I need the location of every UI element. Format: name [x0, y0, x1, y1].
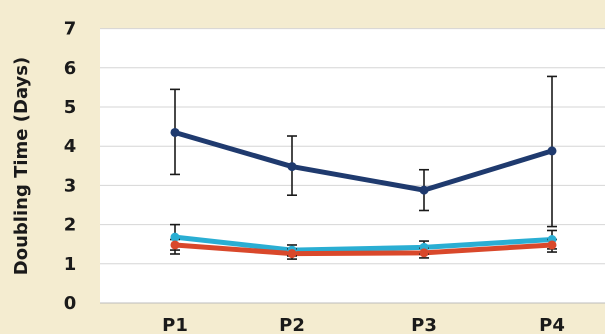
y-tick-label: 7	[64, 19, 77, 40]
y-tick-labels: 0 1 2 3 4 5 6 7	[64, 19, 77, 314]
y-tick-label: 3	[64, 175, 77, 196]
x-tick-labels: P1 P2 P3 P4	[162, 315, 565, 334]
data-points	[170, 127, 557, 259]
series-lines	[172, 129, 555, 257]
x-tick-label: P3	[411, 315, 437, 334]
series-line-2	[172, 234, 555, 253]
y-tick-label: 0	[64, 293, 77, 314]
data-point	[419, 185, 429, 195]
data-point	[287, 249, 297, 259]
data-point	[419, 248, 429, 258]
x-tick-label: P4	[539, 315, 565, 334]
y-tick-label: 5	[64, 97, 77, 118]
y-tick-label: 4	[64, 136, 77, 157]
plot-area	[100, 29, 605, 303]
y-tick-label: 2	[64, 215, 77, 236]
series-line-1	[172, 129, 555, 193]
series-line-3	[172, 242, 555, 257]
y-tick-label: 1	[64, 254, 77, 275]
data-point	[547, 146, 557, 156]
data-point	[170, 240, 180, 250]
grid-lines	[100, 28, 605, 304]
data-point	[547, 240, 557, 250]
data-point	[287, 162, 297, 172]
y-tick-label: 6	[64, 58, 77, 79]
x-tick-label: P2	[279, 315, 305, 334]
data-point	[170, 127, 180, 137]
x-tick-label: P1	[162, 315, 188, 334]
data-point	[170, 232, 180, 242]
y-axis-label: Doubling Time (Days)	[11, 57, 32, 275]
